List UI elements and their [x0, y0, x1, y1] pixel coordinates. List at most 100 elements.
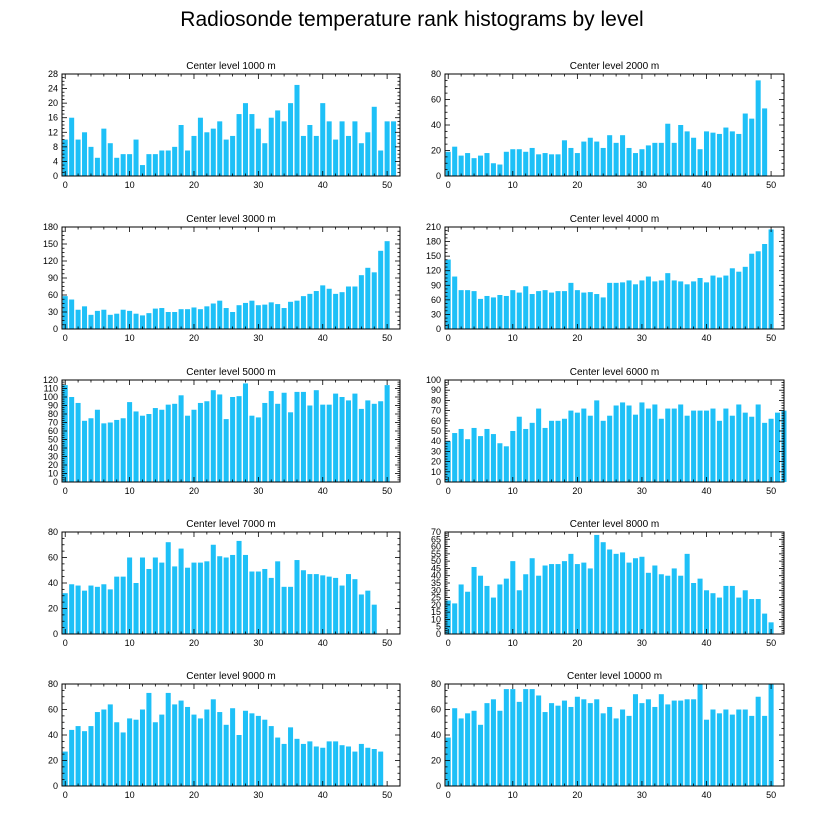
- bar: [262, 719, 268, 786]
- bar: [510, 290, 516, 329]
- y-tick-label: 60: [48, 705, 58, 715]
- figure-title: Radiosonde temperature rank histograms b…: [180, 8, 644, 31]
- panel-title: Center level 3000 m: [186, 214, 276, 225]
- x-tick-label: 0: [446, 790, 451, 800]
- bar: [230, 554, 236, 634]
- bar: [152, 557, 158, 634]
- bar: [458, 428, 464, 482]
- bar: [146, 313, 152, 329]
- bar: [574, 696, 580, 786]
- bar: [542, 427, 548, 482]
- bar: [510, 689, 516, 786]
- y-tick-label: 120: [43, 375, 58, 385]
- bar: [587, 292, 593, 329]
- bar: [249, 300, 255, 329]
- bar: [365, 132, 371, 176]
- bar: [133, 583, 139, 634]
- bar: [204, 709, 210, 786]
- bar: [626, 405, 632, 482]
- bar: [197, 309, 203, 329]
- bar: [94, 409, 100, 482]
- y-tick-label: 15: [431, 607, 441, 617]
- bar: [542, 565, 548, 634]
- bar: [107, 704, 113, 786]
- bar: [503, 295, 509, 329]
- bar: [146, 414, 152, 482]
- bar: [490, 163, 496, 176]
- bar: [326, 576, 332, 635]
- bar: [639, 556, 645, 634]
- bar: [742, 113, 748, 176]
- y-tick-label: 0: [53, 171, 58, 181]
- x-tick-label: 30: [253, 638, 263, 648]
- bar: [210, 303, 216, 329]
- bar: [652, 142, 658, 176]
- bar: [75, 726, 81, 786]
- bar: [465, 591, 471, 634]
- y-tick-label: 50: [431, 426, 441, 436]
- bar: [510, 431, 516, 482]
- bar: [762, 422, 768, 482]
- bar: [255, 128, 261, 176]
- y-tick-label: 70: [48, 418, 58, 428]
- bar: [626, 562, 632, 634]
- bar: [652, 404, 658, 482]
- panel-title: Center level 7000 m: [186, 519, 276, 530]
- bar: [471, 158, 477, 176]
- bar: [165, 404, 171, 482]
- bar: [313, 135, 319, 176]
- bar: [678, 404, 684, 482]
- bar: [684, 553, 690, 634]
- bar: [478, 298, 484, 329]
- x-tick-label: 40: [702, 333, 712, 343]
- bar: [352, 579, 358, 634]
- bar: [458, 155, 464, 176]
- x-tick-label: 0: [63, 486, 68, 496]
- y-tick-label: 90: [431, 280, 441, 290]
- bar: [75, 309, 81, 329]
- x-tick-label: 40: [318, 180, 328, 190]
- bar: [536, 408, 542, 482]
- bar: [236, 114, 242, 176]
- bar: [549, 154, 555, 176]
- bar: [704, 410, 710, 482]
- bar: [555, 705, 561, 786]
- bar: [352, 393, 358, 482]
- bar: [236, 305, 242, 329]
- y-tick-label: 8: [53, 142, 58, 152]
- bar: [749, 118, 755, 177]
- bar: [326, 121, 332, 176]
- bar: [775, 412, 781, 482]
- bar: [242, 383, 248, 482]
- x-tick-label: 40: [702, 486, 712, 496]
- x-tick-label: 0: [63, 180, 68, 190]
- bar: [542, 712, 548, 786]
- bar: [762, 244, 768, 329]
- bar: [768, 418, 774, 482]
- bar: [607, 135, 613, 176]
- bar: [204, 561, 210, 634]
- bar: [536, 154, 542, 176]
- x-tick-label: 0: [63, 333, 68, 343]
- y-tick-label: 60: [431, 95, 441, 105]
- bar: [704, 590, 710, 634]
- bar: [191, 307, 197, 329]
- y-tick-label: 0: [53, 477, 58, 487]
- bar: [262, 143, 268, 176]
- bar: [613, 718, 619, 786]
- bar: [281, 392, 287, 482]
- panel-6: Center level 6000 m010203040506070809010…: [426, 367, 787, 496]
- bar: [445, 151, 451, 176]
- bar: [490, 434, 496, 482]
- bar: [152, 408, 158, 482]
- bar: [339, 121, 345, 176]
- bar: [607, 282, 613, 329]
- bar: [300, 135, 306, 176]
- y-tick-label: 210: [426, 222, 441, 232]
- bar: [561, 561, 567, 634]
- bar: [313, 390, 319, 482]
- bar: [275, 110, 281, 176]
- x-tick-label: 30: [637, 638, 647, 648]
- bar: [568, 410, 574, 482]
